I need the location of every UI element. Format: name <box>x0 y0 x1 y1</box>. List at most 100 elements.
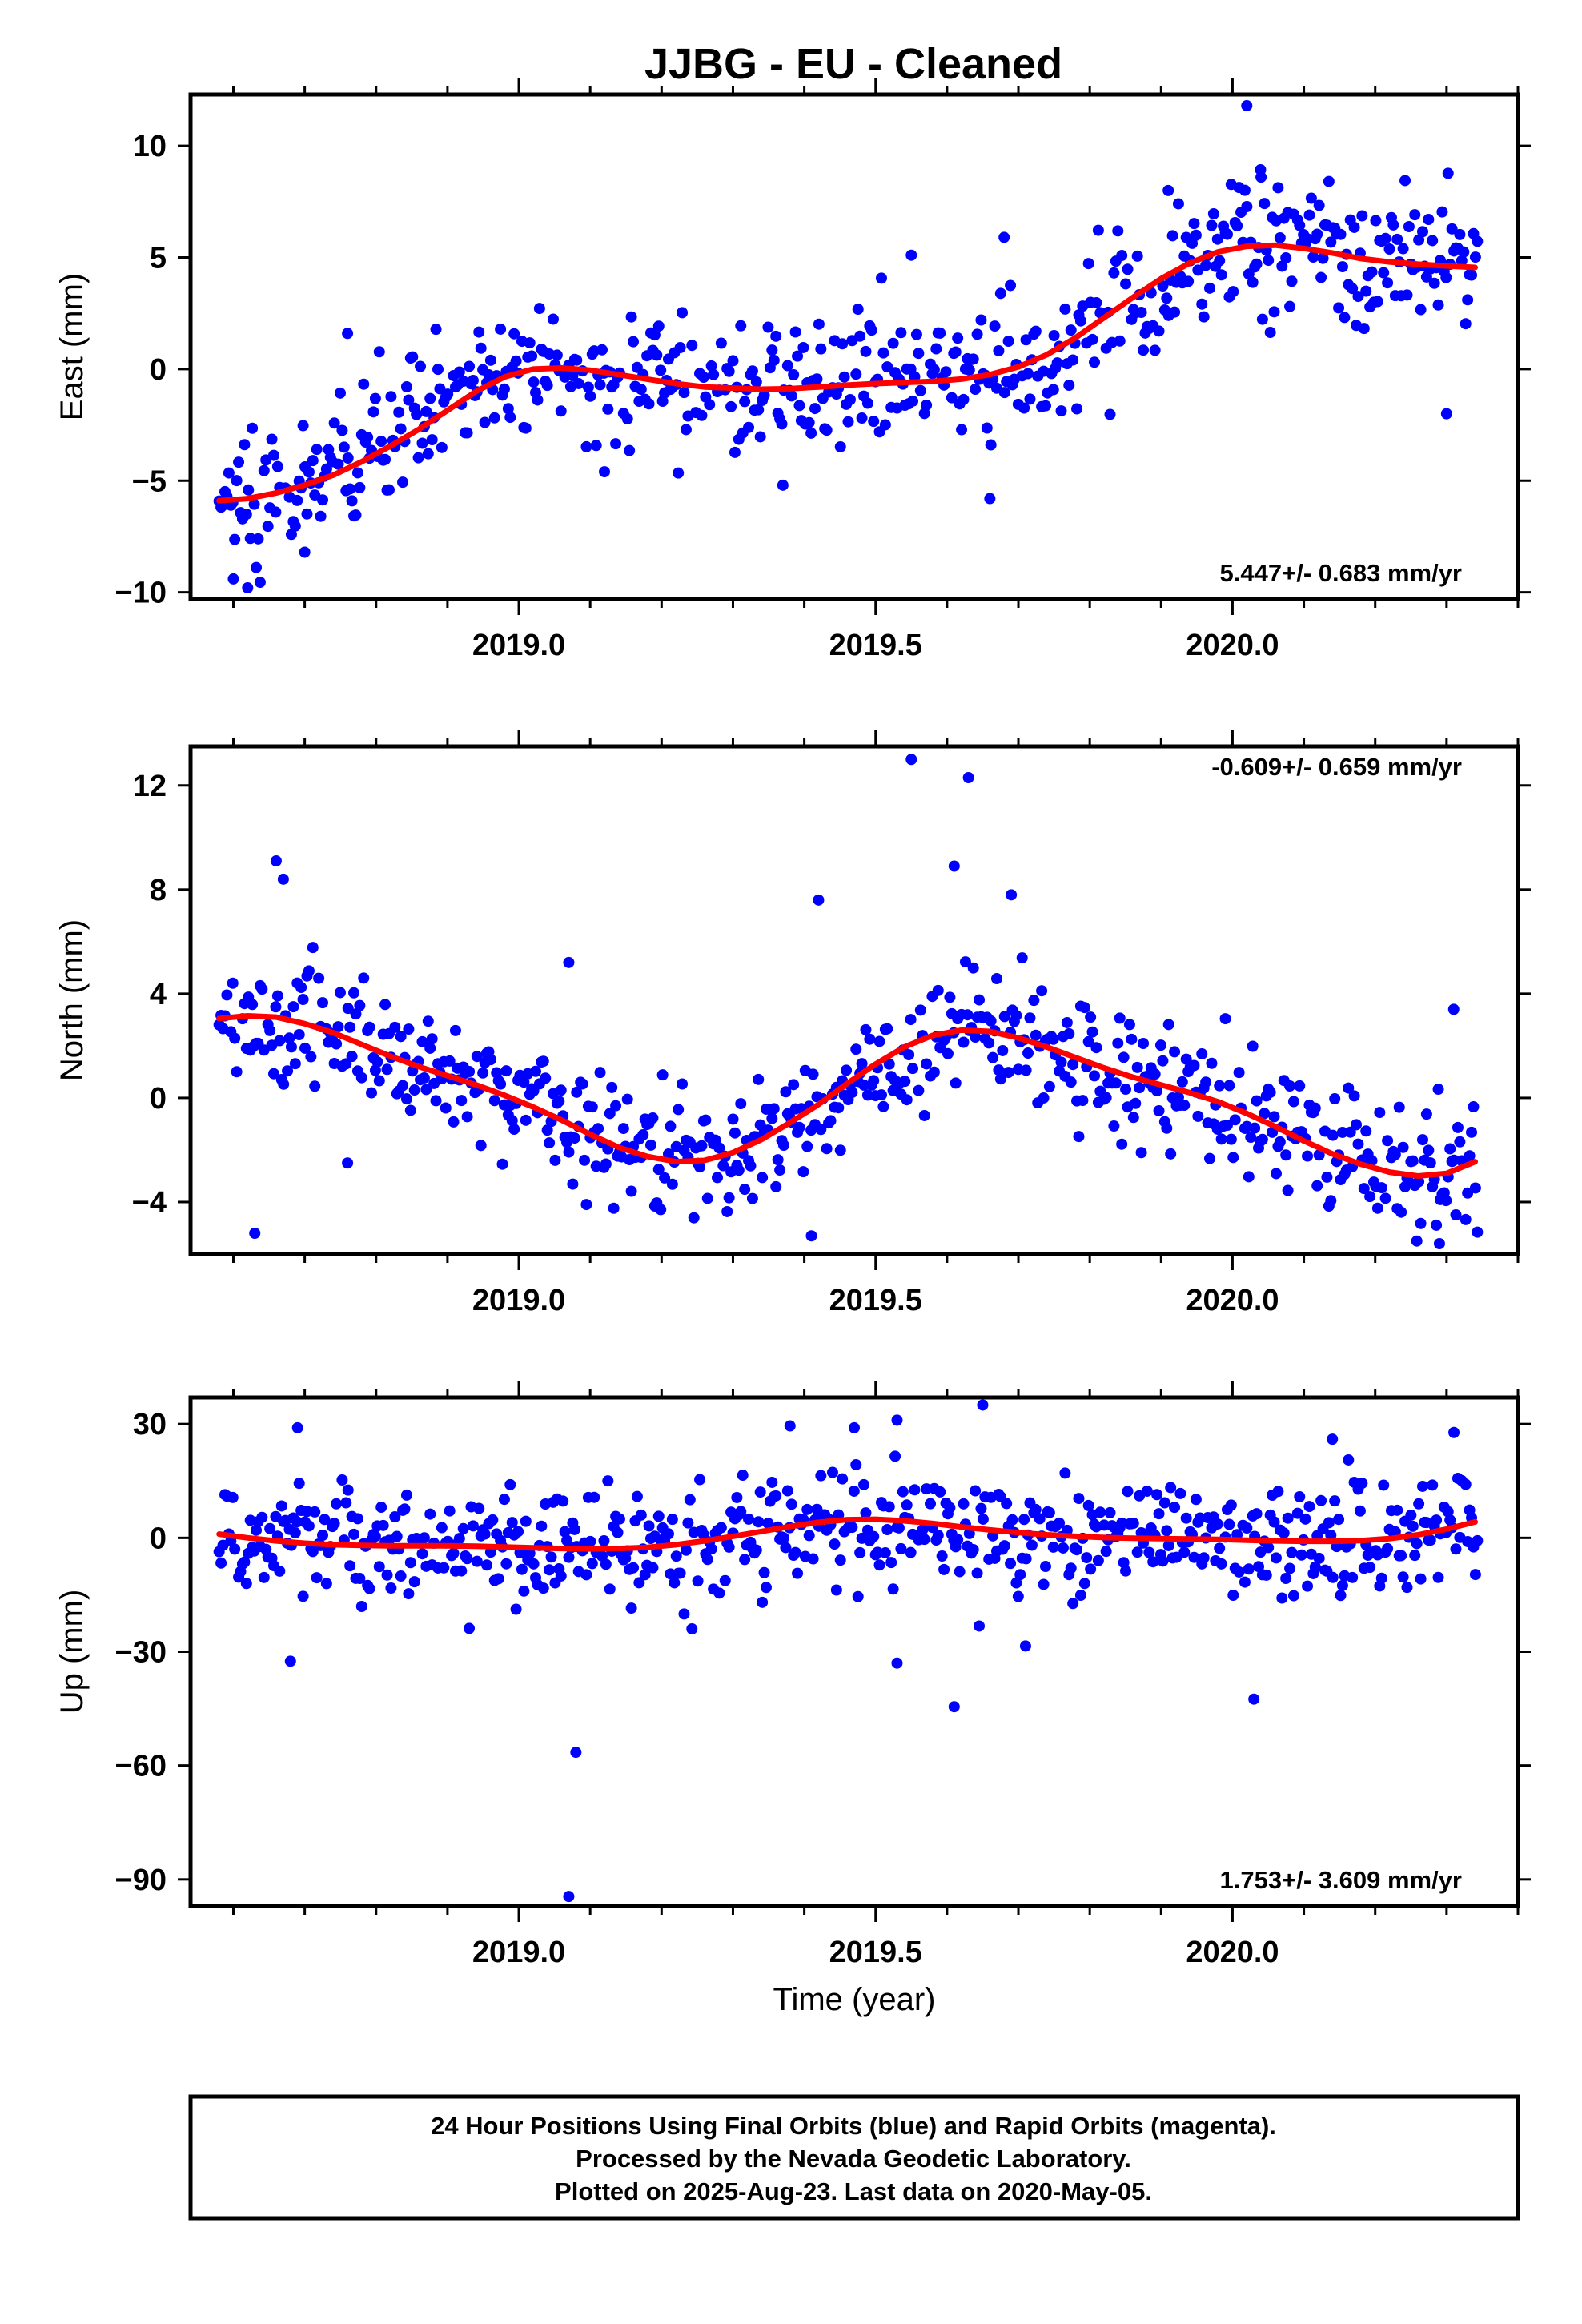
data-point <box>606 1081 618 1093</box>
data-point <box>1313 1552 1325 1564</box>
data-point <box>837 1473 849 1485</box>
data-point <box>610 1100 622 1112</box>
data-point <box>592 1123 604 1135</box>
data-point <box>301 508 313 520</box>
data-point <box>754 431 766 443</box>
data-point <box>1100 1546 1112 1558</box>
data-point <box>518 1076 530 1088</box>
data-point <box>970 1485 982 1497</box>
data-point <box>461 1111 473 1123</box>
north-panel: −4 0 4 8 12 2019.0 2019.5 2020.0 North (mm) -0.60… <box>54 730 1531 1317</box>
data-point <box>1030 1029 1042 1041</box>
data-point <box>963 364 975 376</box>
data-point <box>1382 1135 1394 1147</box>
data-point <box>821 1143 833 1155</box>
data-point <box>1006 889 1018 901</box>
data-point <box>1219 1013 1231 1025</box>
data-point <box>461 1553 473 1565</box>
data-point <box>1090 1042 1102 1054</box>
data-point <box>905 249 917 261</box>
data-point <box>780 1086 792 1098</box>
data-point <box>1311 1180 1323 1192</box>
data-point <box>397 476 409 489</box>
data-point <box>1162 184 1174 196</box>
data-point <box>1206 219 1218 231</box>
data-point <box>567 370 579 382</box>
data-point <box>1198 311 1210 323</box>
data-point <box>379 999 391 1011</box>
data-point <box>662 1148 674 1160</box>
data-point <box>856 1058 868 1070</box>
data-point <box>411 408 423 420</box>
data-point <box>1383 243 1395 255</box>
y-tick-label: −30 <box>115 1636 167 1670</box>
data-point <box>858 1478 870 1490</box>
data-point <box>1154 1039 1166 1051</box>
data-point <box>1172 198 1184 210</box>
x-tick-label: 2020.0 <box>1186 1936 1279 1969</box>
data-point <box>1127 1112 1139 1124</box>
data-point <box>1005 279 1017 292</box>
data-point <box>624 444 636 456</box>
data-point <box>873 1035 885 1047</box>
data-point <box>1207 208 1219 220</box>
data-point <box>680 424 692 436</box>
data-point <box>1241 99 1253 111</box>
data-point <box>753 1516 765 1528</box>
data-point <box>555 405 567 417</box>
data-point <box>1047 1033 1059 1045</box>
data-point <box>1039 400 1051 412</box>
data-point <box>987 1051 999 1063</box>
data-point <box>366 1087 378 1099</box>
data-point <box>659 1172 671 1184</box>
data-point <box>813 894 825 906</box>
data-point <box>426 434 438 446</box>
data-point <box>1176 1076 1188 1088</box>
data-point <box>242 582 254 594</box>
data-point <box>1347 283 1359 295</box>
data-point <box>351 467 363 479</box>
data-point <box>936 1550 948 1562</box>
data-point <box>981 422 993 434</box>
data-point <box>743 1513 755 1525</box>
velocity-label: -0.609+/- 0.659 mm/yr <box>1211 753 1462 781</box>
data-point <box>719 1574 731 1586</box>
data-point <box>1214 1542 1226 1554</box>
plot-frame <box>188 744 1520 1256</box>
data-point <box>251 561 263 573</box>
y-tick-label: 8 <box>150 874 167 907</box>
data-point <box>215 1557 227 1569</box>
data-point <box>652 320 665 332</box>
data-point <box>1165 1482 1177 1494</box>
data-point <box>1270 1168 1282 1180</box>
data-point <box>1287 1590 1299 1602</box>
data-point <box>844 394 856 406</box>
x-axis-label: Time (year) <box>773 1982 936 2017</box>
data-point <box>1413 1498 1425 1510</box>
data-point <box>1450 1208 1462 1220</box>
data-point <box>375 436 387 448</box>
data-point <box>1397 1571 1409 1583</box>
data-point <box>1065 1562 1077 1574</box>
data-point <box>948 860 960 872</box>
data-point <box>291 1421 303 1433</box>
data-point <box>797 341 809 353</box>
data-point <box>768 1103 780 1115</box>
data-point <box>725 400 737 412</box>
data-point <box>677 307 689 319</box>
data-point <box>932 984 944 996</box>
data-point <box>1127 1518 1139 1530</box>
data-point <box>348 1528 360 1540</box>
data-point <box>1059 303 1071 315</box>
data-point <box>403 394 415 406</box>
data-point <box>905 1014 917 1026</box>
data-point <box>1055 405 1067 417</box>
data-point <box>233 456 245 468</box>
data-point <box>293 1478 305 1490</box>
data-point <box>342 328 354 340</box>
data-point <box>579 1154 591 1166</box>
data-point <box>1325 1529 1337 1541</box>
data-point <box>1071 403 1083 415</box>
data-point <box>467 1520 479 1532</box>
data-point <box>625 1602 637 1614</box>
